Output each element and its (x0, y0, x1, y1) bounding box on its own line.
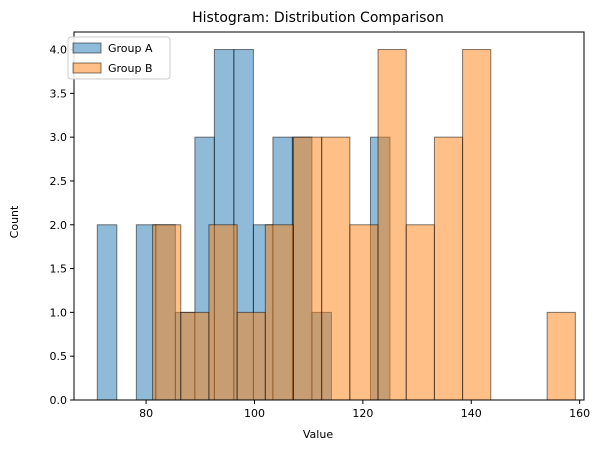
bar-group-b-0 (152, 224, 182, 401)
legend-swatch-group-a (72, 42, 102, 54)
legend: Group A Group B (67, 36, 171, 80)
chart-title: Histogram: Distribution Comparison (192, 10, 444, 26)
y-tick-label: 1.5 (50, 263, 68, 276)
y-tick-label: 0.5 (50, 350, 68, 363)
bar-group-b-4 (264, 224, 295, 401)
bar-group-b-2 (208, 224, 238, 401)
bar-group-b-1 (180, 311, 210, 401)
bar-group-b-3 (236, 311, 266, 401)
axes-layer: 80 100 120 140 160 0.0 0.5 1.0 1.5 2.0 2.5 3.0 3.5 4.… (50, 31, 590, 420)
bar-group-b-12 (546, 311, 576, 401)
x-tick-label: 160 (569, 407, 590, 420)
legend-label-group-b: Group B (108, 62, 153, 75)
x-tick-label: 100 (244, 407, 265, 420)
legend-swatch-group-b (72, 62, 102, 74)
plot-frame (73, 31, 585, 401)
y-tick-label: 2.0 (50, 219, 68, 232)
bars-layer (96, 49, 576, 401)
y-tick-label: 3.5 (50, 87, 68, 100)
bar-group-b-11 (462, 49, 492, 401)
bar-group-b-10 (433, 136, 464, 401)
bar-group-b-8 (377, 49, 407, 401)
bar-group-b-6 (321, 136, 351, 401)
x-axis-label: Value (303, 428, 333, 441)
legend-label-group-a: Group A (108, 42, 153, 55)
y-tick-label: 4.0 (50, 44, 68, 57)
y-tick-label: 2.5 (50, 175, 68, 188)
bar-group-b-7 (349, 224, 379, 401)
y-axis-label: Count (8, 205, 21, 238)
x-tick-label: 80 (139, 407, 153, 420)
y-tick-label: 0.0 (50, 394, 68, 407)
bar-group-a-0 (96, 224, 118, 401)
bar-group-b-9 (405, 224, 435, 401)
x-tick-label: 140 (461, 407, 482, 420)
x-tick-label: 120 (352, 407, 373, 420)
bar-group-b-5 (293, 136, 323, 401)
y-tick-label: 1.0 (50, 306, 68, 319)
y-tick-label: 3.0 (50, 131, 68, 144)
